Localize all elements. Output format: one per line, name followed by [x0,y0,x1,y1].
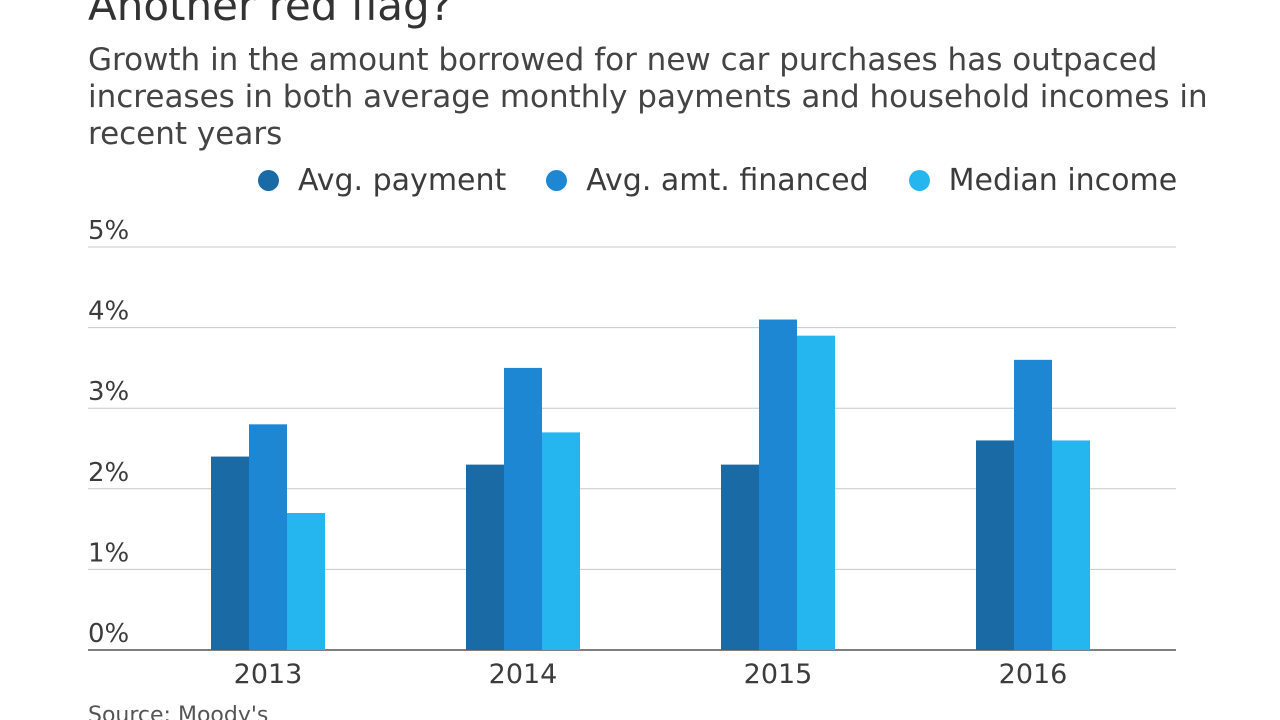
x-tick-label: 2015 [744,659,813,690]
bar-avg-amt-financed-2013 [249,424,287,650]
bar-avg-amt-financed-2015 [759,319,797,650]
x-tick-label: 2013 [234,659,303,690]
legend-item-median-income: Median income [908,163,1178,198]
y-tick-label: 5% [88,216,129,246]
bar-chart: 0% 1% 2% 3% 4% 5% 2013 2014 2015 2016 [88,216,1176,690]
bar-median-income-2013 [287,512,325,650]
bar-avg-amt-financed-2016 [1014,359,1052,650]
legend-label-avg-payment: Avg. payment [298,163,507,198]
bar-avg-amt-financed-2014 [504,367,542,650]
legend-swatch-avg-payment [258,170,279,191]
legend-item-avg-payment: Avg. payment [258,163,506,198]
y-tick-label: 3% [88,377,129,407]
bar-avg-payment-2014 [466,464,504,650]
source-note: Source: Moody's [88,703,269,720]
legend-label-avg-amt-financed: Avg. amt. financed [586,163,869,198]
bar-avg-payment-2013 [211,456,249,650]
bar-avg-payment-2016 [976,440,1014,650]
legend-swatch-avg-amt-financed [546,170,568,191]
x-tick-label: 2016 [999,659,1068,690]
legend-item-avg-amt-financed: Avg. amt. financed [546,163,869,198]
legend: Avg. payment Avg. amt. financed Median i… [258,163,1177,198]
bar-avg-payment-2015 [721,464,759,650]
legend-label-median-income: Median income [948,163,1178,198]
bar-median-income-2014 [542,432,580,650]
y-tick-label: 4% [88,297,129,327]
chart-subtitle: Growth in the amount borrowed for new ca… [88,42,1208,152]
y-tick-label: 2% [88,458,129,488]
legend-swatch-median-income [908,170,930,191]
chart-title: Another red flag? [88,0,452,30]
bar-median-income-2015 [797,335,835,650]
x-tick-label: 2014 [489,659,558,690]
bar-median-income-2016 [1052,440,1090,650]
y-tick-label: 1% [88,538,129,568]
y-tick-label: 0% [88,619,129,649]
